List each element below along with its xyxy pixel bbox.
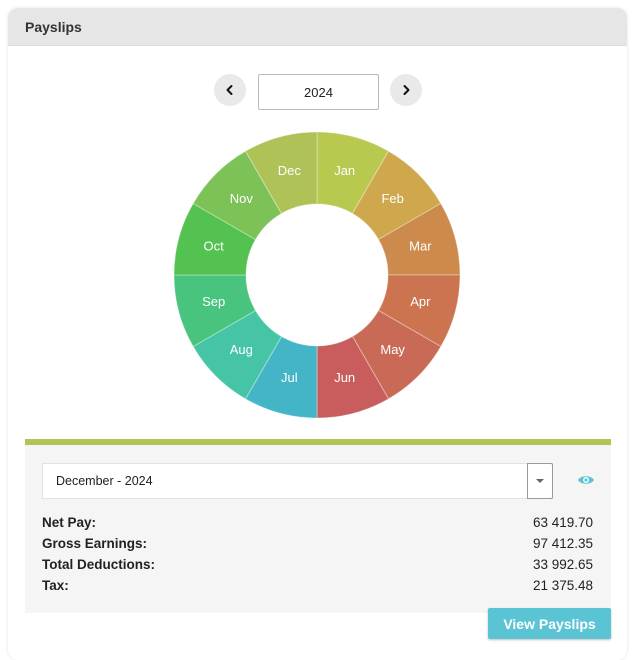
month-segment-nov[interactable] (192, 150, 283, 241)
payslips-panel: Payslips 2024 Jan Feb Mar Apr May Jun Jul Aug Se… (8, 8, 627, 660)
next-year-button[interactable] (390, 74, 422, 106)
month-label-jun: Jun (334, 370, 355, 385)
month-segment-dec[interactable] (244, 131, 318, 215)
month-label-dec: Dec (278, 163, 302, 178)
month-label-mar: Mar (409, 239, 432, 254)
month-segment-oct[interactable] (173, 202, 257, 276)
summary-row: Tax: 21 375.48 (42, 575, 593, 596)
month-segment-apr[interactable] (377, 274, 461, 348)
month-label-sep: Sep (202, 294, 225, 309)
month-label-jan: Jan (334, 163, 355, 178)
month-label-nov: Nov (230, 191, 254, 206)
month-label-oct: Oct (204, 239, 225, 254)
month-segment-feb[interactable] (351, 150, 442, 241)
tax-value: 21 375.48 (532, 578, 593, 593)
net-pay-label: Net Pay: (42, 515, 97, 530)
summary-row: Net Pay: 63 419.70 (42, 512, 593, 533)
month-segment-jan[interactable] (316, 131, 390, 215)
tax-label: Tax: (42, 578, 69, 593)
month-label-apr: Apr (410, 294, 431, 309)
month-label-feb: Feb (381, 191, 403, 206)
chevron-right-icon (403, 85, 410, 95)
chevron-left-icon (226, 85, 233, 95)
view-payslips-button[interactable]: View Payslips (488, 608, 611, 639)
caret-down-icon (536, 479, 544, 483)
net-pay-value: 63 419.70 (532, 515, 593, 530)
eye-icon[interactable] (577, 473, 595, 487)
payslip-details: December - 2024 Net Pay: 63 419.70 Gross… (25, 439, 611, 613)
year-field[interactable]: 2024 (258, 74, 379, 110)
gross-earnings-value: 97 412.35 (532, 536, 593, 551)
month-label-may: May (380, 342, 405, 357)
month-label-jul: Jul (281, 370, 298, 385)
summary-row: Gross Earnings: 97 412.35 (42, 533, 593, 554)
gross-earnings-label: Gross Earnings: (42, 536, 148, 551)
payslip-summary: Net Pay: 63 419.70 Gross Earnings: 97 41… (42, 512, 593, 596)
period-select-value: December - 2024 (56, 474, 153, 488)
previous-year-button[interactable] (214, 74, 246, 106)
month-segment-may[interactable] (351, 309, 442, 400)
panel-title: Payslips (8, 8, 627, 46)
period-select[interactable]: December - 2024 (42, 463, 553, 499)
month-label-aug: Aug (230, 342, 253, 357)
summary-row: Total Deductions: 33 992.65 (42, 554, 593, 575)
period-select-toggle[interactable] (527, 463, 553, 499)
month-segment-aug[interactable] (192, 309, 283, 400)
month-wheel: Jan Feb Mar Apr May Jun Jul Aug Sep Oct Nov Dec (173, 131, 461, 419)
total-deductions-label: Total Deductions: (42, 557, 155, 572)
month-segment-jul[interactable] (244, 335, 318, 419)
total-deductions-value: 33 992.65 (532, 557, 593, 572)
